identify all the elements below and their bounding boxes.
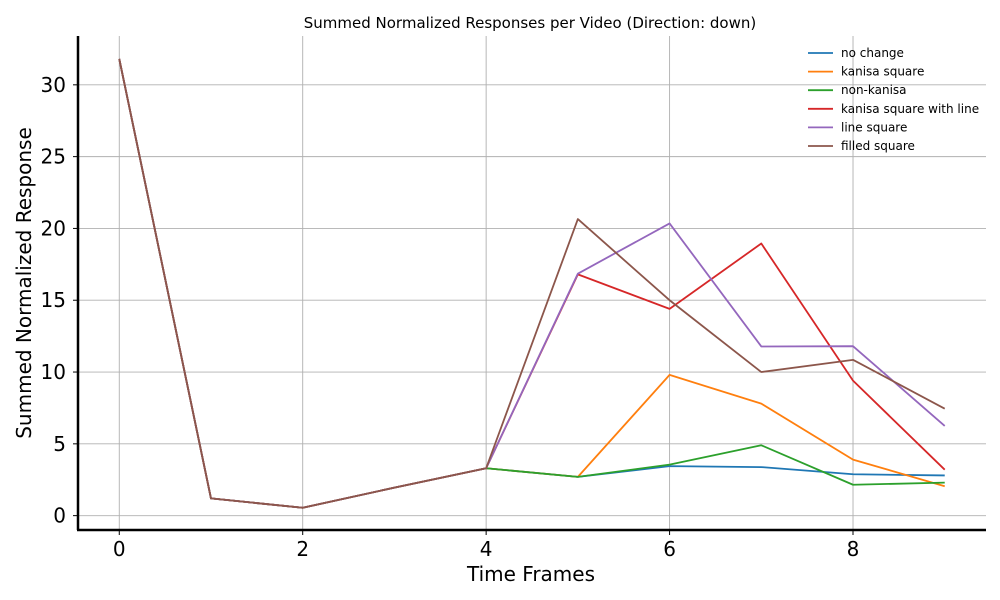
legend-label-non-kanisa: non-kanisa [841,83,907,97]
axes [76,36,986,532]
y-axis-label: Summed Normalized Response [12,127,36,439]
legend: no change kanisa square non-kanisa kanisa s… [808,46,979,153]
y-tick-label: 20 [41,216,66,240]
y-tick-label: 15 [41,288,66,312]
chart-title: Summed Normalized Responses per Video (D… [304,14,756,32]
y-tick-label: 5 [53,432,66,456]
y-tick-label: 0 [53,504,66,528]
y-tick-label: 25 [41,145,66,169]
x-tick-label: 2 [296,537,309,561]
x-tick-label: 6 [663,537,676,561]
x-tick-label: 0 [113,537,126,561]
legend-label-filled-square: filled square [841,139,915,153]
x-tick-label: 8 [847,537,860,561]
series-line-kanisa-square [118,58,945,509]
series-lines [118,58,946,509]
legend-label-line-square: line square [841,120,907,134]
y-tick-label: 10 [41,360,66,384]
y-tick-label: 30 [41,73,66,97]
grid [78,36,986,530]
tick-labels: 0 2 4 6 8 0 5 10 15 20 25 30 [41,73,860,561]
legend-label-kanisa-square-with-line: kanisa square with line [841,102,979,116]
x-axis-label: Time Frames [466,562,595,586]
legend-label-no-change: no change [841,46,904,60]
x-tick-label: 4 [480,537,493,561]
series-line-filled-square [118,58,946,509]
legend-label-kanisa-square: kanisa square [841,65,924,79]
